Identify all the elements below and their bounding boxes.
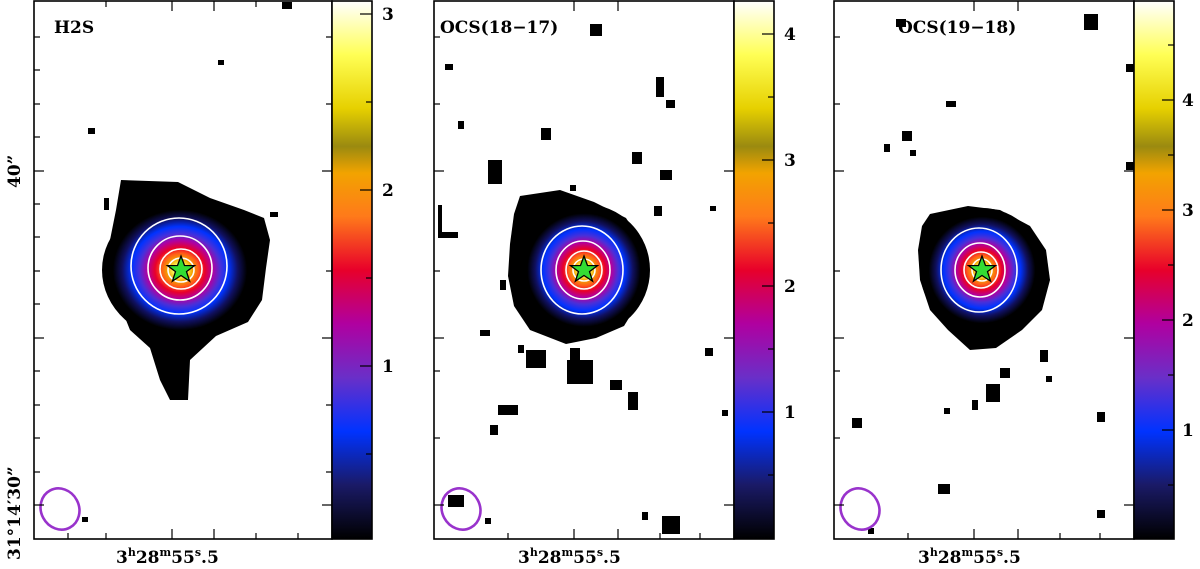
colorbar-label: 4 [784, 25, 796, 45]
noise-speckles [852, 14, 1134, 534]
frame-ticks [434, 1, 734, 539]
colorbar [1133, 0, 1175, 540]
colorbar-ticks [762, 33, 774, 476]
y-tick-label: 40” [5, 155, 25, 188]
noise-speckles [88, 2, 292, 134]
panel-ocs-18-17: OCS(18−17) 1 2 3 4 3h28m55s.5 [433, 0, 796, 568]
colorbar-label: 2 [1182, 311, 1194, 331]
beam-ellipse [440, 487, 482, 531]
colorbar-label: 1 [382, 357, 394, 377]
colorbar [331, 0, 373, 540]
colorbar [733, 0, 775, 540]
source-star-marker [165, 254, 197, 283]
panel-ocs-19-18: OCS(19−18) 1 2 3 4 3h28m55s.5 [833, 0, 1194, 568]
source-star-marker [568, 254, 600, 283]
frame-ticks [34, 1, 332, 539]
source-star-marker [966, 254, 998, 283]
x-tick-label: 3h28m55s.5 [918, 546, 1021, 568]
frame-ticks [834, 1, 1134, 539]
contours [940, 227, 1018, 313]
colorbar-label: 2 [784, 277, 796, 297]
contours [540, 225, 624, 315]
panel-title: OCS(18−17) [440, 18, 558, 38]
beam-ellipse [39, 487, 81, 531]
x-tick-label: 3h28m55s.5 [518, 546, 621, 568]
colorbar-label: 1 [1182, 421, 1194, 441]
panel-title: H2S [54, 18, 94, 38]
colorbar-label: 4 [1182, 91, 1194, 111]
colorbar-label: 2 [382, 181, 394, 201]
colorbar-ticks [360, 13, 372, 455]
colorbar-label: 3 [784, 151, 796, 171]
colorbar-label: 3 [382, 5, 394, 25]
beam-ellipse [839, 487, 881, 531]
panel-title: OCS(19−18) [898, 18, 1016, 38]
panel-h2s: H2S 1 2 3 40” 31°14′30” 3h28m55s.5 [5, 0, 394, 568]
contours [130, 217, 228, 315]
y-tick-label: 31°14′30” [5, 466, 25, 560]
colorbar-ticks [1162, 44, 1174, 486]
colorbar-label: 3 [1182, 201, 1194, 221]
noise-speckles [438, 24, 728, 534]
x-tick-label: 3h28m55s.5 [116, 546, 219, 568]
colorbar-label: 1 [784, 403, 796, 423]
